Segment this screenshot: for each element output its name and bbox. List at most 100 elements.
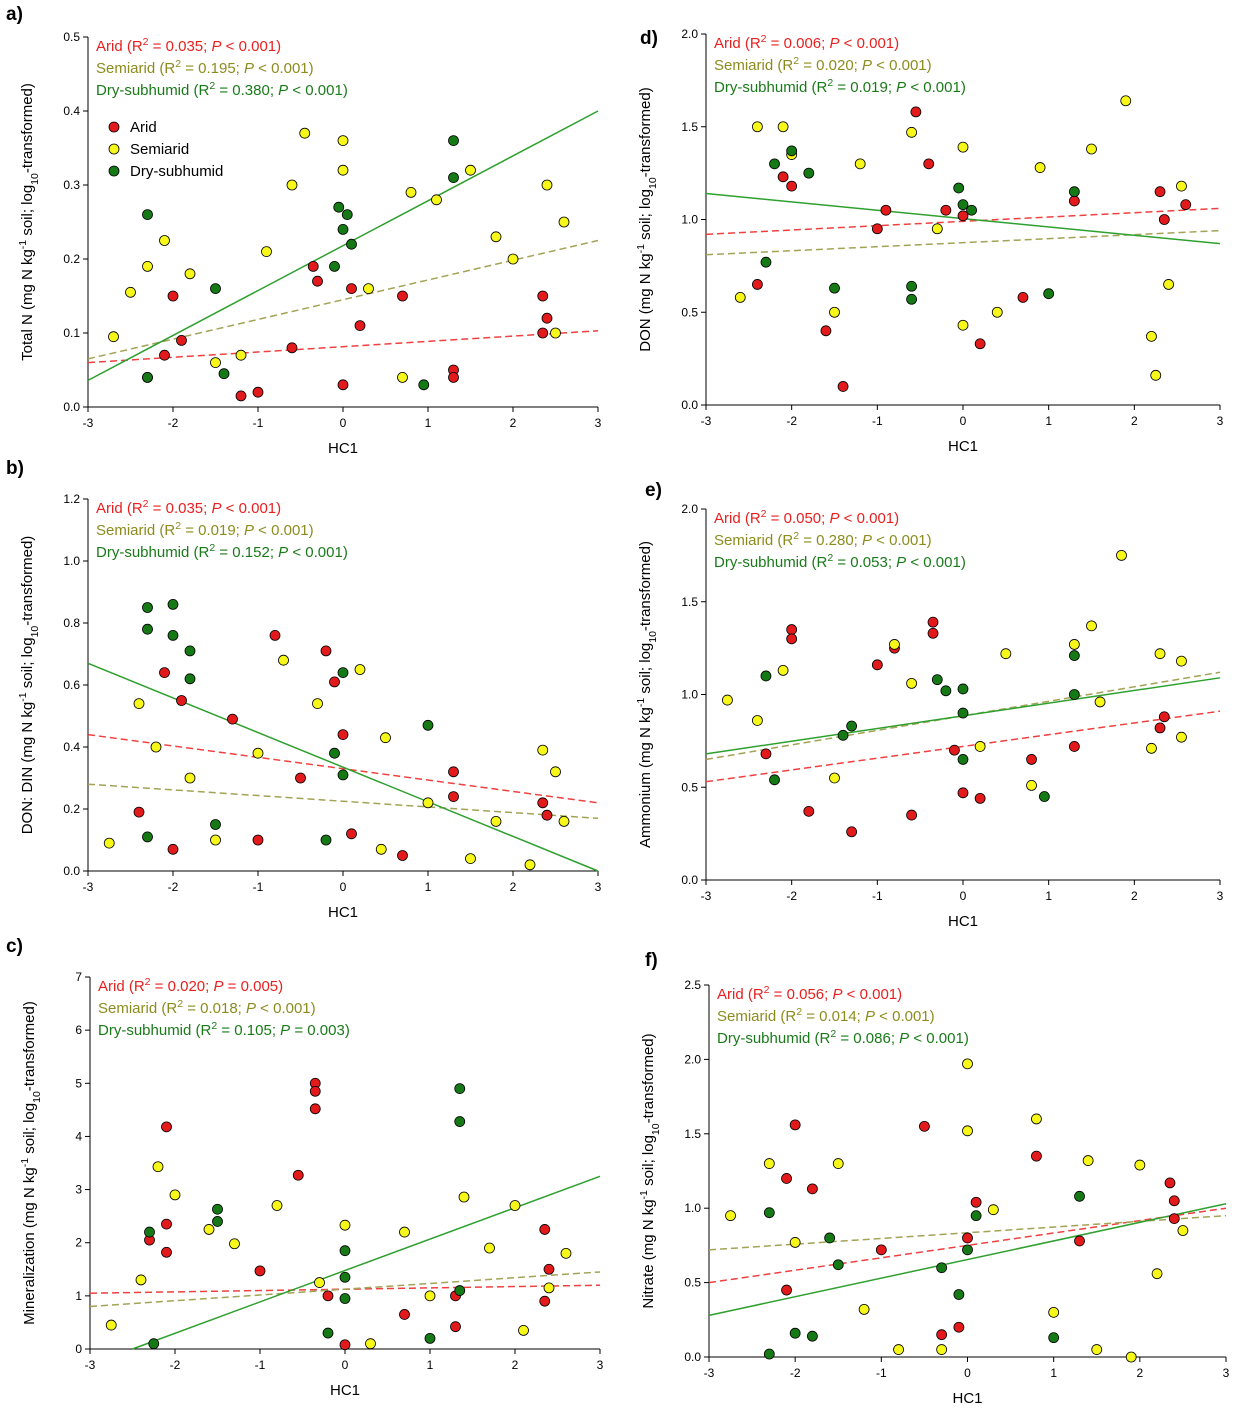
y-tick-label: 1.5 [681, 120, 698, 134]
point [218, 368, 230, 380]
fit-annotation: Semiarid (R2 = 0.014; P < 0.001) [717, 1006, 935, 1025]
point [769, 158, 780, 170]
point [1038, 791, 1050, 802]
y-tick-label: 0 [75, 1342, 82, 1356]
point [339, 1339, 351, 1351]
annotation-part: 2 [796, 1006, 802, 1018]
fit-annotation: Semiarid (R2 = 0.195; P < 0.001) [96, 58, 314, 77]
fit-line [87, 733, 599, 804]
y-label-part: soil; log [19, 185, 36, 240]
point [337, 164, 349, 176]
point [210, 283, 221, 295]
fit-line [87, 662, 599, 872]
point [454, 1116, 466, 1127]
point [560, 1247, 572, 1259]
point [829, 306, 840, 318]
point [167, 290, 179, 302]
point [184, 645, 196, 657]
point [974, 338, 986, 350]
point [953, 182, 965, 194]
annotation-part: 2 [830, 1028, 836, 1040]
x-tick-label: 3 [1223, 1366, 1230, 1380]
point [807, 1183, 818, 1195]
point [962, 1232, 973, 1244]
point [365, 1338, 376, 1350]
point [1000, 648, 1012, 660]
point [229, 1238, 240, 1250]
x-tick-label: 0 [340, 880, 347, 894]
y-tick-label: 0.0 [681, 873, 698, 887]
annotation-part: Semiarid (R [714, 57, 793, 74]
y-axis-label: DON: DIN (mg N kg-1 soil; log10-transfor… [17, 536, 41, 835]
x-tick-label: 3 [1217, 889, 1224, 903]
annotation-part: < 0.001) [222, 500, 282, 517]
point [1146, 742, 1157, 754]
x-tick-label: 1 [425, 880, 432, 894]
point [418, 379, 430, 391]
y-axis-label: Total N (mg N kg-1 soil; log10-transform… [17, 83, 41, 361]
annotation-part: = 0.020; [799, 57, 862, 74]
point [176, 334, 187, 346]
point [152, 1161, 164, 1173]
point [931, 674, 943, 686]
y-tick-label: 3 [75, 1183, 82, 1197]
point [424, 1332, 436, 1344]
point [309, 1085, 321, 1097]
annotation-part: = 0.003) [290, 1022, 350, 1039]
point [448, 766, 459, 778]
point [543, 1282, 555, 1294]
point [803, 805, 815, 817]
panel-label: d) [640, 28, 658, 49]
x-axis-label: HC1 [948, 438, 978, 455]
point [734, 292, 746, 303]
point [339, 1271, 351, 1283]
annotation-part: 2 [761, 508, 767, 520]
fit-line [89, 1271, 601, 1308]
point [953, 1289, 965, 1300]
fit-line [87, 783, 599, 820]
point [543, 1263, 555, 1275]
point [789, 1119, 801, 1131]
y-tick-label: 1.5 [681, 595, 698, 609]
annotation-part: Semiarid (R [96, 60, 175, 77]
y-tick-label: 0.5 [681, 305, 698, 319]
y-tick-label: 0.2 [63, 802, 80, 816]
point [105, 1319, 117, 1331]
annotation-part: P [832, 986, 842, 1003]
x-tick-label: -2 [168, 880, 179, 894]
point [424, 1290, 436, 1302]
annotation-part: = 0.053; [833, 554, 896, 571]
point [465, 164, 476, 176]
point [159, 667, 170, 678]
x-axis-label: HC1 [952, 1390, 982, 1407]
point [786, 145, 798, 157]
y-label-part: DON: DIN (mg N kg [19, 702, 36, 835]
annotation-part: Dry-subhumid (R [717, 1030, 831, 1047]
point [537, 797, 549, 809]
y-label-part: Ammonium (mg N kg [637, 707, 654, 848]
point [1068, 186, 1080, 198]
point [184, 268, 196, 280]
point [227, 713, 238, 725]
annotation-part: P [862, 57, 872, 74]
y-axis-label: Ammonium (mg N kg-1 soil; log10-transfor… [635, 541, 659, 848]
fit-line [132, 1175, 601, 1350]
annotation-part: 2 [145, 976, 151, 988]
annotation-part: 2 [793, 55, 799, 67]
point [957, 683, 969, 695]
point [210, 819, 221, 830]
point [346, 238, 357, 250]
point [1154, 722, 1166, 734]
point [974, 792, 986, 804]
point [169, 1189, 181, 1201]
x-tick-label: 3 [1217, 414, 1224, 428]
y-tick-label: 0.4 [63, 104, 80, 118]
fit-annotation: Dry-subhumid (R2 = 0.053; P < 0.001) [714, 552, 966, 571]
point [299, 127, 311, 139]
y-label-part: -1 [638, 1190, 650, 1199]
y-label-part: -transformed) [19, 536, 36, 626]
point [339, 1245, 351, 1257]
annotation-part: < 0.001) [256, 1000, 316, 1017]
fit-line [705, 207, 1221, 236]
point [337, 729, 349, 740]
